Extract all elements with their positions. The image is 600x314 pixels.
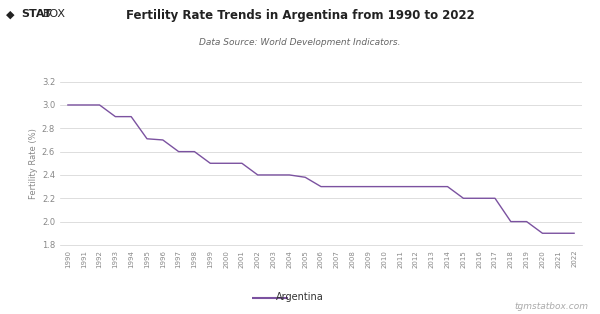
Text: BOX: BOX [43,9,66,19]
Text: tgmstatbox.com: tgmstatbox.com [514,302,588,311]
Text: STAT: STAT [21,9,52,19]
Text: Data Source: World Development Indicators.: Data Source: World Development Indicator… [199,38,401,47]
Text: Argentina: Argentina [276,292,324,302]
Text: Fertility Rate Trends in Argentina from 1990 to 2022: Fertility Rate Trends in Argentina from … [125,9,475,22]
Text: ◆: ◆ [6,9,19,19]
Y-axis label: Fertility Rate (%): Fertility Rate (%) [29,128,38,199]
